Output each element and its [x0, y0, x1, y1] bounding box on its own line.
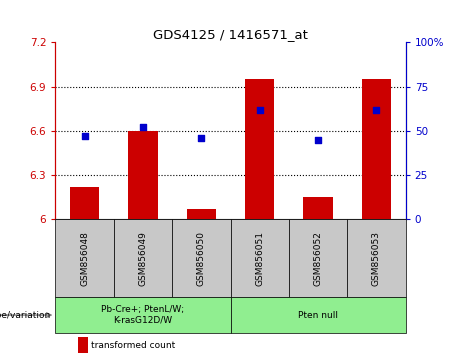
Text: transformed count: transformed count [91, 341, 176, 350]
FancyBboxPatch shape [230, 297, 406, 333]
Bar [128, 131, 158, 219]
Text: GSM856050: GSM856050 [197, 231, 206, 286]
FancyBboxPatch shape [114, 219, 172, 297]
Text: GSM856049: GSM856049 [138, 231, 148, 286]
Bar [78, 337, 88, 353]
Point [139, 125, 147, 130]
FancyBboxPatch shape [347, 219, 406, 297]
Bar [362, 79, 391, 219]
FancyBboxPatch shape [230, 219, 289, 297]
FancyBboxPatch shape [289, 219, 347, 297]
FancyBboxPatch shape [172, 219, 230, 297]
Text: Pb-Cre+; PtenL/W;
K-rasG12D/W: Pb-Cre+; PtenL/W; K-rasG12D/W [101, 306, 184, 325]
Point [373, 107, 380, 113]
Bar [303, 198, 333, 219]
Point [81, 133, 88, 139]
Point [198, 135, 205, 141]
Text: GSM856048: GSM856048 [80, 231, 89, 286]
FancyBboxPatch shape [55, 219, 114, 297]
Bar [187, 209, 216, 219]
Text: GSM856051: GSM856051 [255, 231, 264, 286]
Bar [70, 187, 99, 219]
Title: GDS4125 / 1416571_at: GDS4125 / 1416571_at [153, 28, 308, 41]
Text: GSM856052: GSM856052 [313, 231, 323, 286]
Point [314, 137, 322, 143]
Point [256, 107, 263, 113]
FancyBboxPatch shape [55, 297, 230, 333]
Text: genotype/variation: genotype/variation [0, 310, 51, 320]
Text: Pten null: Pten null [298, 310, 338, 320]
Bar [245, 79, 274, 219]
Text: GSM856053: GSM856053 [372, 231, 381, 286]
